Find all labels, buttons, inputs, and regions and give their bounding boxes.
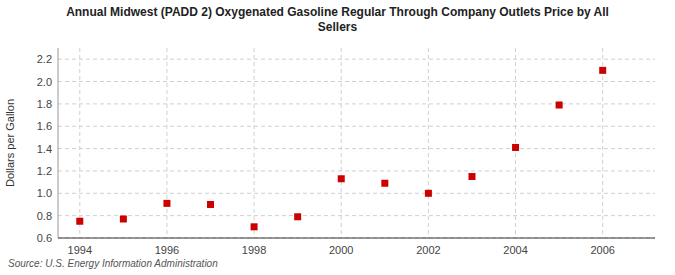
- y-tick-label: 1.8: [37, 98, 52, 110]
- y-tick-label: 0.6: [37, 232, 52, 244]
- points: [76, 67, 606, 230]
- y-tick-label: 1.0: [37, 187, 52, 199]
- x-axis-line: [58, 238, 655, 239]
- grid-line: [58, 59, 655, 60]
- x-tick-label: 2002: [416, 244, 440, 256]
- x-tick-label: 2004: [503, 244, 527, 256]
- y-tick-label: 2.2: [37, 53, 52, 65]
- grid-line: [58, 170, 655, 171]
- x-tick-label: 2006: [590, 244, 614, 256]
- x-tick-label: 1994: [68, 244, 92, 256]
- grid-line: [254, 48, 255, 238]
- y-tick-label: 1.4: [37, 143, 52, 155]
- chart: Annual Midwest (PADD 2) Oxygenated Gasol…: [0, 0, 675, 275]
- title-line: Annual Midwest (PADD 2) Oxygenated Gasol…: [66, 5, 609, 19]
- grid-line: [166, 48, 167, 238]
- annotation: Source: U.S. Energy Information Administ…: [8, 258, 218, 269]
- y-tick-label: 1.2: [37, 165, 52, 177]
- grid-line: [602, 48, 603, 238]
- point: [163, 200, 170, 207]
- y-tick-label: 2.0: [37, 76, 52, 88]
- y-axis-line: [58, 48, 59, 238]
- grid-line: [58, 81, 655, 82]
- grid-line: [58, 238, 655, 239]
- grid-line: [79, 48, 80, 238]
- x-tick-label: 2000: [329, 244, 353, 256]
- point: [120, 216, 127, 223]
- point: [556, 102, 563, 109]
- x-tick-label: 1998: [242, 244, 266, 256]
- y-tick-label: 0.8: [37, 210, 52, 222]
- point: [468, 173, 475, 180]
- point: [512, 144, 519, 151]
- grid-line: [58, 193, 655, 194]
- grid-line: [58, 215, 655, 216]
- point: [381, 180, 388, 187]
- title: Annual Midwest (PADD 2) Oxygenated Gasol…: [66, 5, 609, 34]
- grid-line: [58, 148, 655, 149]
- y-tick-label: 1.6: [37, 120, 52, 132]
- title-line: Sellers: [318, 20, 358, 34]
- grid-line: [515, 48, 516, 238]
- grid-line: [428, 48, 429, 238]
- point: [338, 175, 345, 182]
- grid-line: [58, 103, 655, 104]
- point: [207, 201, 214, 208]
- grid-line: [58, 126, 655, 127]
- point: [599, 67, 606, 74]
- point: [425, 190, 432, 197]
- point: [294, 213, 301, 220]
- point: [251, 223, 258, 230]
- x-tick-label: 1996: [155, 244, 179, 256]
- grid-line: [341, 48, 342, 238]
- point: [76, 218, 83, 225]
- y-axis-label: Dollars per Gallon: [4, 99, 16, 187]
- grid: [58, 48, 655, 238]
